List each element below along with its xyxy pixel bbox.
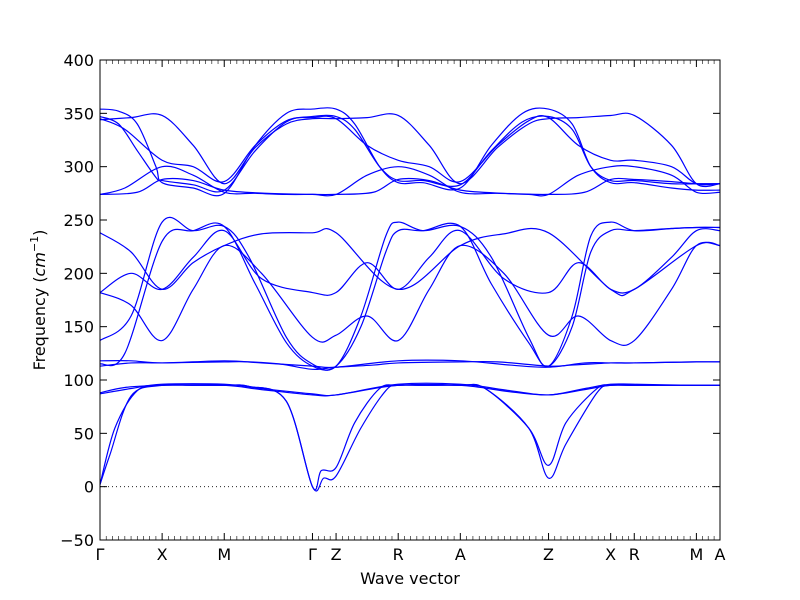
- x-tick-label: M: [217, 545, 231, 564]
- plot-background: [100, 60, 720, 540]
- y-tick-label: 0: [84, 478, 94, 497]
- phonon-bands: [99, 107, 721, 492]
- phonon-band-9: [99, 241, 721, 346]
- phonon-band-16: [99, 164, 721, 197]
- y-axis-label-unit: cm: [30, 252, 49, 276]
- y-tick-label: 250: [63, 211, 94, 230]
- y-axis-label-prefix: Frequency (: [30, 276, 49, 370]
- x-tick-label: Z: [331, 545, 342, 564]
- phonon-band-7: [99, 216, 721, 371]
- y-axis-label-exponent: −1: [28, 236, 41, 252]
- x-tick-label: R: [629, 545, 640, 564]
- x-tick-label: R: [393, 545, 404, 564]
- x-tick-label: X: [157, 545, 168, 564]
- x-tick-label: Z: [543, 545, 554, 564]
- x-axis-label: Wave vector: [360, 569, 460, 588]
- x-tick-label: A: [715, 545, 726, 564]
- phonon-band-8: [99, 222, 721, 371]
- phonon-band-14: [99, 114, 721, 186]
- y-tick-label: 50: [74, 424, 94, 443]
- x-tick-label: Γ: [96, 545, 105, 564]
- y-axis-label-suffix: ): [30, 230, 49, 236]
- y-tick-label: 350: [63, 104, 94, 123]
- y-axis-label: Frequency (cm−1): [28, 230, 49, 371]
- x-tick-label: M: [689, 545, 703, 564]
- y-tick-label: 100: [63, 371, 94, 390]
- phonon-band-4: [99, 383, 720, 397]
- phonon-band-11: [99, 227, 721, 297]
- y-tick-label: 150: [63, 318, 94, 337]
- y-tick-label: 200: [63, 264, 94, 283]
- x-tick-label: Γ: [308, 545, 317, 564]
- plot-frame: [99, 59, 721, 541]
- x-tick-label: X: [605, 545, 616, 564]
- x-tick-label: A: [455, 545, 466, 564]
- phonon-band-17: [99, 177, 721, 196]
- y-tick-label: −50: [60, 531, 94, 550]
- y-tick-label: 400: [63, 51, 94, 70]
- phonon-band-3: [99, 382, 721, 397]
- y-axis-ticks: −50 0 50 100 150 200 250 300 350 400: [60, 51, 720, 550]
- phonon-band-15: [99, 112, 721, 188]
- phonon-band-12: [99, 107, 721, 197]
- phonon-band-6: [99, 360, 721, 371]
- y-tick-label: 300: [63, 158, 94, 177]
